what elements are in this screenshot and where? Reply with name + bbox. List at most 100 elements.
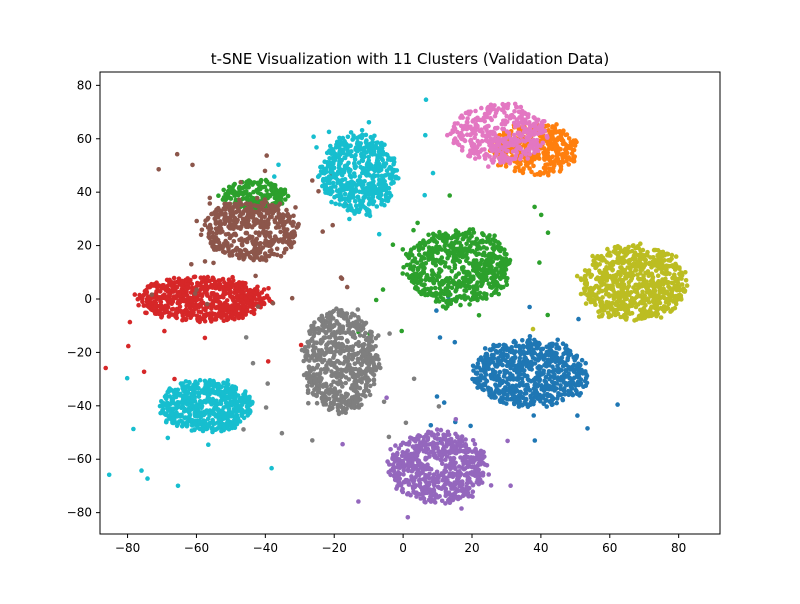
- data-point: [455, 477, 460, 482]
- data-point: [257, 208, 262, 213]
- data-point: [363, 384, 369, 390]
- data-point: [333, 349, 339, 354]
- data-point: [335, 320, 340, 326]
- data-point: [558, 383, 563, 388]
- data-point: [163, 303, 168, 309]
- data-point: [492, 113, 498, 119]
- data-point: [243, 184, 249, 189]
- data-point: [338, 367, 344, 373]
- data-point: [143, 310, 148, 316]
- data-point: [333, 336, 339, 342]
- data-point: [331, 308, 337, 314]
- data-point: [342, 399, 348, 405]
- data-point: [426, 451, 432, 456]
- data-point: [498, 352, 504, 358]
- data-point: [575, 413, 580, 418]
- data-point: [343, 330, 348, 336]
- data-point: [434, 427, 440, 432]
- data-point: [434, 469, 440, 475]
- data-point: [236, 185, 242, 191]
- data-point: [446, 284, 451, 290]
- data-point: [482, 153, 488, 159]
- data-point: [177, 297, 183, 303]
- data-point: [486, 472, 492, 477]
- data-point: [483, 274, 489, 280]
- data-point: [299, 347, 305, 353]
- data-point: [171, 275, 177, 281]
- data-point: [488, 136, 494, 141]
- data-point: [267, 298, 273, 304]
- data-point: [574, 367, 580, 372]
- data-point: [511, 114, 517, 120]
- data-point: [408, 492, 413, 498]
- data-point: [250, 234, 255, 240]
- data-point: [421, 496, 427, 501]
- data-point: [358, 356, 364, 361]
- data-point: [423, 489, 429, 494]
- data-point: [433, 478, 439, 483]
- data-point: [471, 230, 477, 235]
- data-point: [525, 156, 530, 161]
- data-point: [537, 377, 543, 382]
- data-point: [304, 371, 309, 376]
- data-point: [512, 398, 518, 403]
- data-point: [452, 265, 458, 271]
- data-point: [355, 373, 361, 379]
- data-point: [204, 292, 210, 298]
- data-point: [506, 397, 511, 402]
- data-point: [272, 218, 278, 223]
- data-point: [469, 290, 475, 295]
- data-point: [517, 156, 523, 162]
- data-point: [549, 394, 555, 399]
- data-point: [307, 329, 312, 334]
- data-point: [535, 358, 541, 363]
- data-point: [492, 390, 498, 396]
- data-point: [468, 479, 473, 485]
- data-point: [522, 368, 527, 373]
- data-point: [451, 242, 456, 247]
- data-point: [452, 495, 457, 501]
- data-point: [276, 239, 282, 244]
- data-point: [483, 292, 488, 297]
- data-point: [483, 133, 488, 139]
- data-point: [503, 352, 509, 358]
- data-point: [255, 251, 261, 256]
- data-point: [174, 151, 180, 157]
- data-point: [230, 206, 235, 211]
- data-point: [436, 473, 441, 478]
- data-point: [556, 160, 561, 166]
- data-point: [536, 127, 541, 132]
- data-point: [323, 402, 329, 407]
- data-point: [534, 144, 540, 150]
- data-point: [189, 299, 195, 304]
- data-point: [351, 403, 356, 409]
- data-point: [367, 392, 373, 398]
- data-point: [355, 398, 361, 404]
- data-point: [346, 327, 352, 333]
- data-point: [310, 438, 315, 443]
- data-point: [526, 112, 531, 117]
- data-point: [445, 132, 450, 138]
- data-point: [437, 494, 442, 499]
- data-point: [442, 291, 447, 297]
- data-point: [442, 264, 448, 269]
- data-point: [283, 246, 289, 252]
- data-point: [531, 401, 536, 407]
- data-point: [527, 334, 533, 339]
- data-point: [238, 179, 243, 185]
- data-point: [265, 381, 271, 386]
- data-point: [527, 126, 533, 132]
- data-point: [479, 127, 484, 132]
- data-point: [198, 293, 203, 298]
- data-point: [224, 298, 230, 303]
- data-point: [267, 234, 273, 239]
- data-point: [563, 142, 569, 148]
- data-point: [527, 152, 533, 157]
- data-point: [341, 348, 346, 354]
- data-point: [437, 232, 443, 238]
- data-point: [237, 225, 242, 230]
- data-point: [437, 436, 443, 442]
- data-point: [414, 287, 420, 292]
- data-point: [434, 296, 440, 302]
- data-point: [461, 269, 467, 275]
